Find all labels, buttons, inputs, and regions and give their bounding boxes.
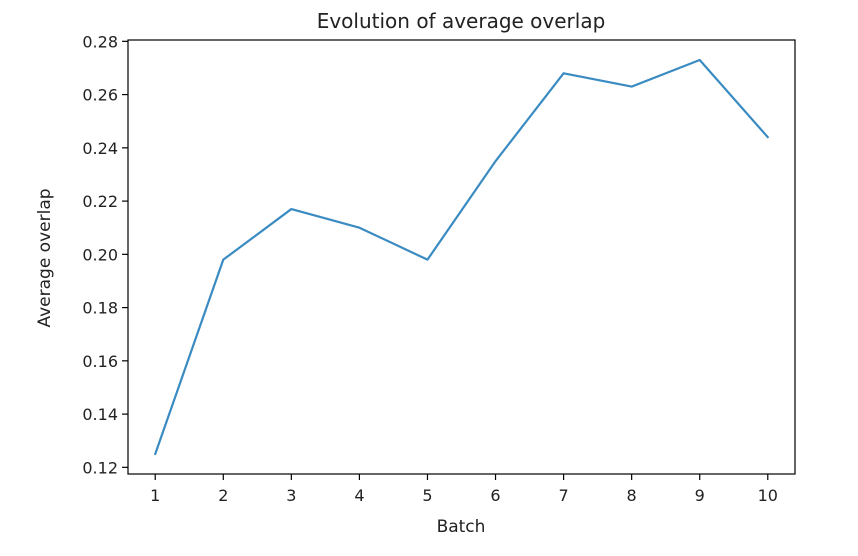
x-axis-title: Batch [437, 517, 486, 537]
x-tick-label: 8 [627, 486, 637, 505]
plot-area-frame [127, 39, 796, 475]
x-tick-label: 1 [150, 486, 160, 505]
y-axis-ticks: 0.12 0.14 0.16 0.18 0.20 0.22 0.24 0.26 0.28 [82, 32, 128, 477]
x-tick-label: 2 [218, 486, 228, 505]
y-tick-label: 0.28 [82, 32, 118, 51]
x-tick-label: 6 [490, 486, 500, 505]
x-tick-label: 9 [695, 486, 705, 505]
y-tick-label: 0.20 [82, 245, 118, 264]
x-tick-label: 10 [758, 486, 778, 505]
chart-title: Evolution of average overlap [317, 9, 606, 33]
x-tick-label: 3 [286, 486, 296, 505]
y-tick-label: 0.24 [82, 139, 118, 158]
y-tick-label: 0.22 [82, 192, 118, 211]
series-line-average-overlap [154, 58, 769, 456]
y-tick-label: 0.26 [82, 86, 118, 105]
y-tick-label: 0.12 [82, 458, 118, 477]
y-axis-title: Average overlap [35, 188, 55, 327]
x-axis-ticks: 1 2 3 4 5 6 7 8 9 10 [150, 474, 778, 505]
y-tick-label: 0.14 [82, 405, 118, 424]
x-tick-label: 7 [558, 486, 568, 505]
y-tick-label: 0.16 [82, 352, 118, 371]
x-tick-label: 4 [354, 486, 364, 505]
y-tick-label: 0.18 [82, 299, 118, 318]
x-tick-label: 5 [422, 486, 432, 505]
